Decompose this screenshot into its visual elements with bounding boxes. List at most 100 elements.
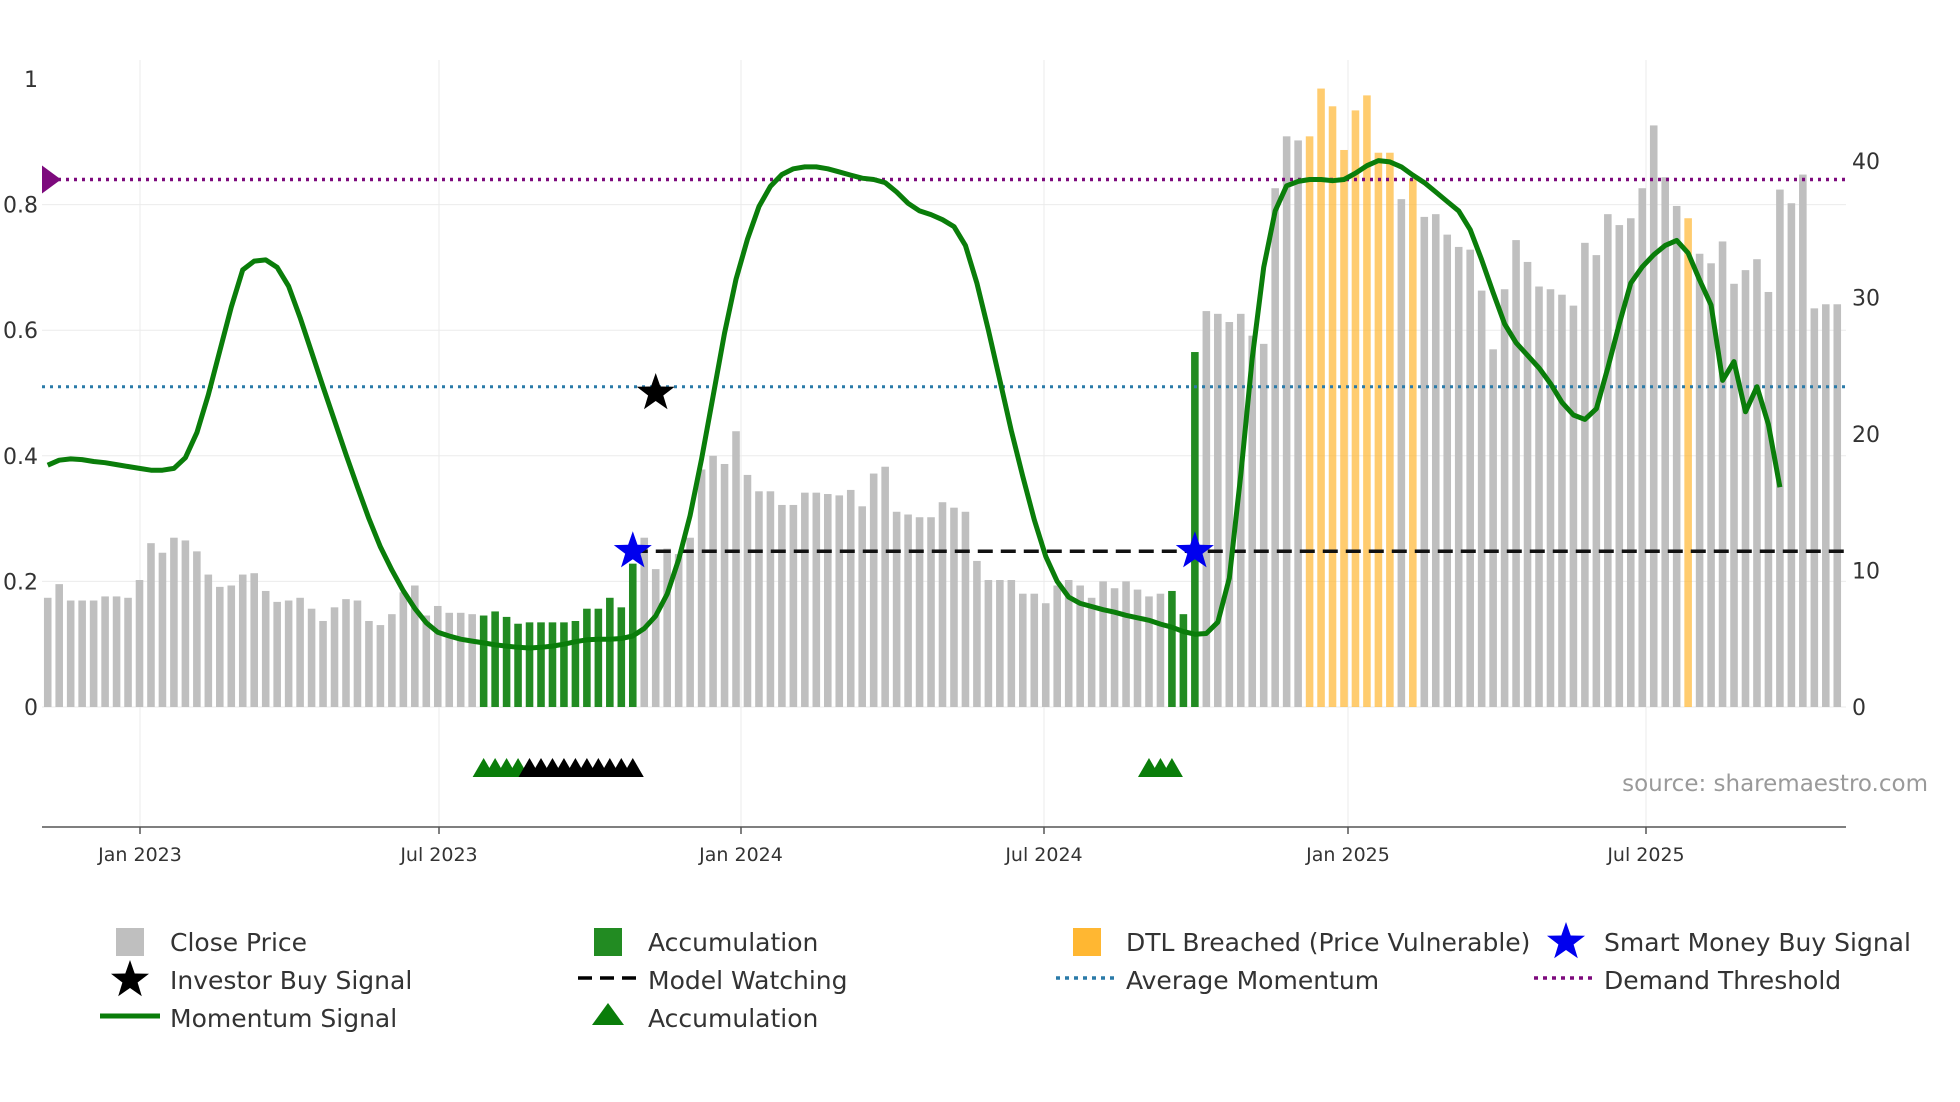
y-left-tick-label: 0.8 [3, 194, 38, 219]
bar [1581, 242, 1589, 707]
bar [1523, 261, 1532, 707]
bar [1810, 308, 1819, 707]
bar [342, 599, 350, 707]
bar [204, 574, 213, 707]
legend-label-smart-money: Smart Money Buy Signal [1604, 928, 1911, 957]
bar [720, 463, 729, 707]
bar [158, 552, 167, 707]
bar [1225, 322, 1234, 707]
bar [78, 600, 86, 707]
bar [1454, 246, 1463, 708]
bar [1695, 253, 1704, 707]
bar [984, 580, 993, 707]
bar [835, 495, 844, 707]
bar [548, 622, 557, 707]
bar [1041, 603, 1050, 707]
bar [1053, 585, 1061, 707]
bar [1202, 311, 1211, 707]
legend-label-dtl-breached: DTL Breached (Price Vulnerable) [1126, 928, 1530, 957]
bar [1787, 203, 1796, 708]
bar [1638, 188, 1647, 708]
bar [537, 622, 545, 707]
bar [1294, 140, 1302, 707]
bar [1592, 255, 1601, 708]
bar [1489, 349, 1497, 707]
bar [1030, 593, 1039, 707]
bar [1420, 216, 1429, 707]
bar [1110, 588, 1119, 707]
x-tick-label: Jul 2025 [1606, 844, 1684, 866]
bar [927, 517, 935, 707]
bar [1661, 177, 1669, 708]
bar [422, 615, 431, 707]
x-tick-label: Jan 2023 [97, 844, 182, 866]
bar [1133, 589, 1142, 707]
bar [801, 492, 809, 707]
bar [307, 608, 316, 707]
bar [216, 586, 224, 707]
bar [66, 600, 75, 707]
bar [1064, 580, 1073, 707]
bar [1477, 290, 1486, 707]
bar [1328, 106, 1337, 708]
bar [571, 620, 580, 707]
bar [43, 597, 52, 707]
bar [1340, 149, 1348, 708]
bar [1822, 304, 1830, 707]
legend-label-accumulation-marker: Accumulation [648, 1004, 818, 1033]
bar [1076, 585, 1084, 707]
y-right-tick-label: 20 [1852, 423, 1880, 448]
bar [606, 597, 614, 707]
signal-markers [472, 373, 1214, 777]
x-tick-label: Jul 2023 [399, 844, 477, 866]
x-tick-label: Jul 2024 [1004, 844, 1082, 866]
y-left-tick-label: 0.6 [3, 319, 38, 344]
bar [732, 431, 740, 707]
y-right-tick-label: 0 [1852, 696, 1866, 721]
bar [456, 612, 465, 707]
bar [766, 491, 775, 707]
bar [560, 622, 568, 707]
legend-label-accumulation-bar: Accumulation [648, 928, 818, 957]
bar [858, 506, 866, 707]
bar [1718, 241, 1727, 707]
smart-money-star [1175, 531, 1214, 568]
y-left-tick-label: 0 [24, 696, 38, 721]
bar [411, 585, 419, 707]
bar [376, 625, 385, 707]
bar [1351, 110, 1360, 707]
axes: Jan 2023 Jul 2023 Jan 2024 Jul 2024 Jan 2025… [3, 68, 1880, 866]
bar [1730, 283, 1738, 707]
legend-label-investor-buy: Investor Buy Signal [170, 966, 412, 995]
bar [445, 612, 454, 707]
bar [697, 469, 706, 707]
momentum-signal-line [46, 158, 1783, 651]
accumulation-marker-black [621, 758, 644, 777]
bar [1626, 218, 1635, 707]
price-bars [43, 88, 1842, 708]
bar [1707, 263, 1715, 707]
bar [112, 596, 121, 707]
bar [181, 540, 190, 707]
bar [330, 607, 339, 707]
bar [1672, 205, 1681, 707]
legend-investor-star-icon [111, 960, 149, 997]
series-lines [42, 158, 1846, 651]
bar [479, 615, 488, 707]
bar [881, 466, 889, 707]
bar [812, 492, 821, 707]
y-right-tick-label: 30 [1852, 286, 1880, 311]
bar [1512, 240, 1520, 707]
bar [904, 514, 912, 707]
legend-smart-money-star-icon [1547, 922, 1585, 959]
bar [824, 494, 832, 707]
legend-swatch-accumulation-bar [594, 928, 622, 956]
bar [284, 600, 293, 707]
investor-buy-star [636, 373, 675, 410]
y-left-tick-label: 0.4 [3, 445, 38, 470]
bar [1397, 199, 1406, 707]
bar [1305, 136, 1314, 708]
smart-money-star [613, 531, 652, 568]
bar [709, 455, 717, 707]
